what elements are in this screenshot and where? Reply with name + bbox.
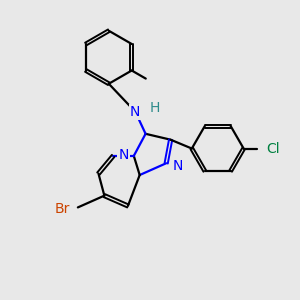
Text: H: H <box>150 101 160 115</box>
Text: Br: Br <box>54 202 70 216</box>
Text: Cl: Cl <box>266 142 280 155</box>
Text: N: N <box>118 148 128 162</box>
Text: N: N <box>130 105 140 119</box>
Text: N: N <box>173 159 183 172</box>
